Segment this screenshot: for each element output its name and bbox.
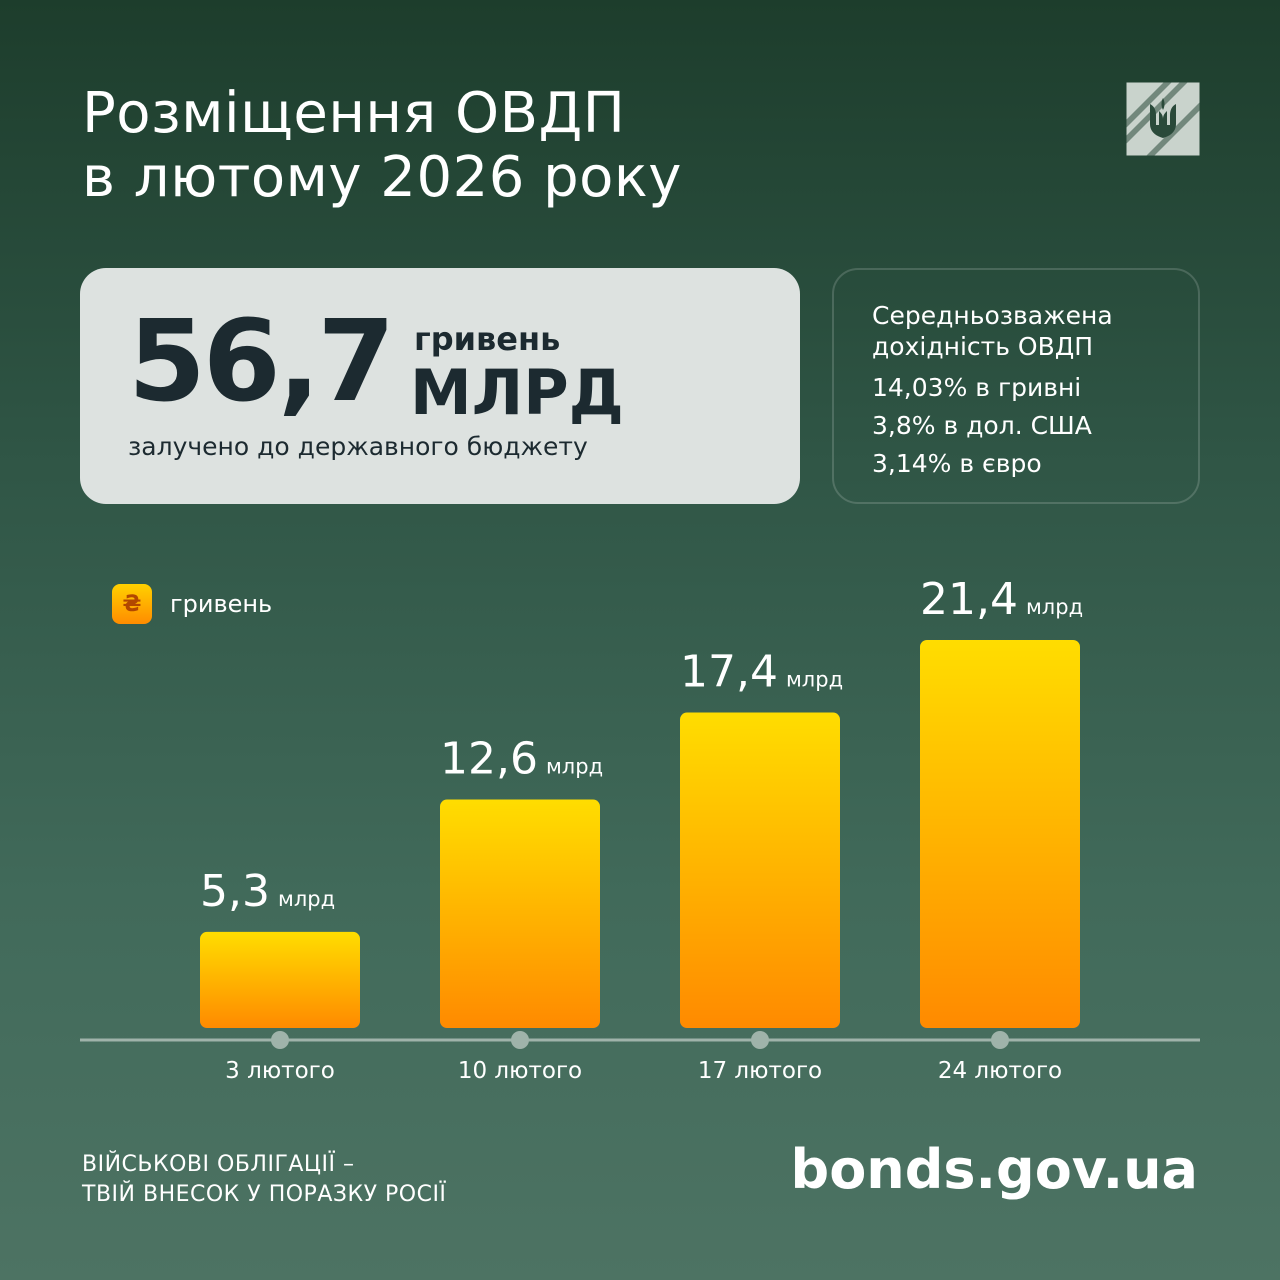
total-raised-card: 56,7 гривень млрд залучено до державного… xyxy=(80,268,800,504)
value-unit-2: млрд xyxy=(546,755,603,779)
value-label-3: 17,4 xyxy=(680,647,778,698)
legend-label: гривень xyxy=(170,590,273,618)
page-title: Розміщення ОВДП в лютому 2026 року xyxy=(82,82,682,210)
slogan-line-1: ВІЙСЬКОВІ ОБЛІГАЦІЇ – xyxy=(82,1152,355,1177)
chart-legend: ₴ гривень xyxy=(112,584,272,624)
total-currency: гривень xyxy=(414,320,561,358)
title-line-1: Розміщення ОВДП xyxy=(82,81,626,146)
yield-card: Середньозважена дохідність ОВДП 14,03% в… xyxy=(832,268,1200,504)
title-line-2: в лютому 2026 року xyxy=(82,145,682,210)
bar-1 xyxy=(200,931,360,1028)
hryvnia-icon: ₴ xyxy=(112,584,152,624)
bar-3 xyxy=(680,712,840,1028)
axis-marker-3 xyxy=(751,1031,769,1049)
slogan-line-2: ТВІЙ ВНЕСОК У ПОРАЗКУ РОСІЇ xyxy=(82,1182,447,1207)
website-link[interactable]: bonds.gov.ua xyxy=(790,1138,1198,1201)
x-tick-label-4: 24 лютого xyxy=(938,1058,1062,1084)
value-label-1: 5,3 xyxy=(200,866,270,917)
x-tick-label-1: 3 лютого xyxy=(225,1058,335,1084)
total-unit: млрд xyxy=(410,356,624,429)
bar-2 xyxy=(440,799,600,1028)
x-tick-label-2: 10 лютого xyxy=(458,1058,582,1084)
value-unit-1: млрд xyxy=(278,887,335,911)
yield-title-line-1: Середньозважена xyxy=(872,301,1113,330)
axis-marker-4 xyxy=(991,1031,1009,1049)
value-unit-3: млрд xyxy=(786,668,843,692)
yield-title-line-2: дохідність ОВДП xyxy=(872,332,1094,361)
total-caption: залучено до державного бюджету xyxy=(128,432,588,461)
value-unit-4: млрд xyxy=(1026,595,1083,619)
yield-eur: 3,14% в євро xyxy=(872,449,1042,478)
yield-uah: 14,03% в гривні xyxy=(872,373,1082,402)
axis-marker-1 xyxy=(271,1031,289,1049)
trident-emblem-icon xyxy=(1126,82,1200,156)
value-label-4: 21,4 xyxy=(920,574,1018,625)
axis-marker-2 xyxy=(511,1031,529,1049)
bar-4 xyxy=(920,640,1080,1028)
value-label-2: 12,6 xyxy=(440,734,538,785)
x-tick-label-3: 17 лютого xyxy=(698,1058,822,1084)
yield-title: Середньозважена дохідність ОВДП xyxy=(872,300,1198,362)
total-amount: 56,7 xyxy=(128,297,395,427)
yield-usd: 3,8% в дол. США xyxy=(872,411,1092,440)
slogan: ВІЙСЬКОВІ ОБЛІГАЦІЇ – ТВІЙ ВНЕСОК У ПОРА… xyxy=(82,1150,446,1210)
